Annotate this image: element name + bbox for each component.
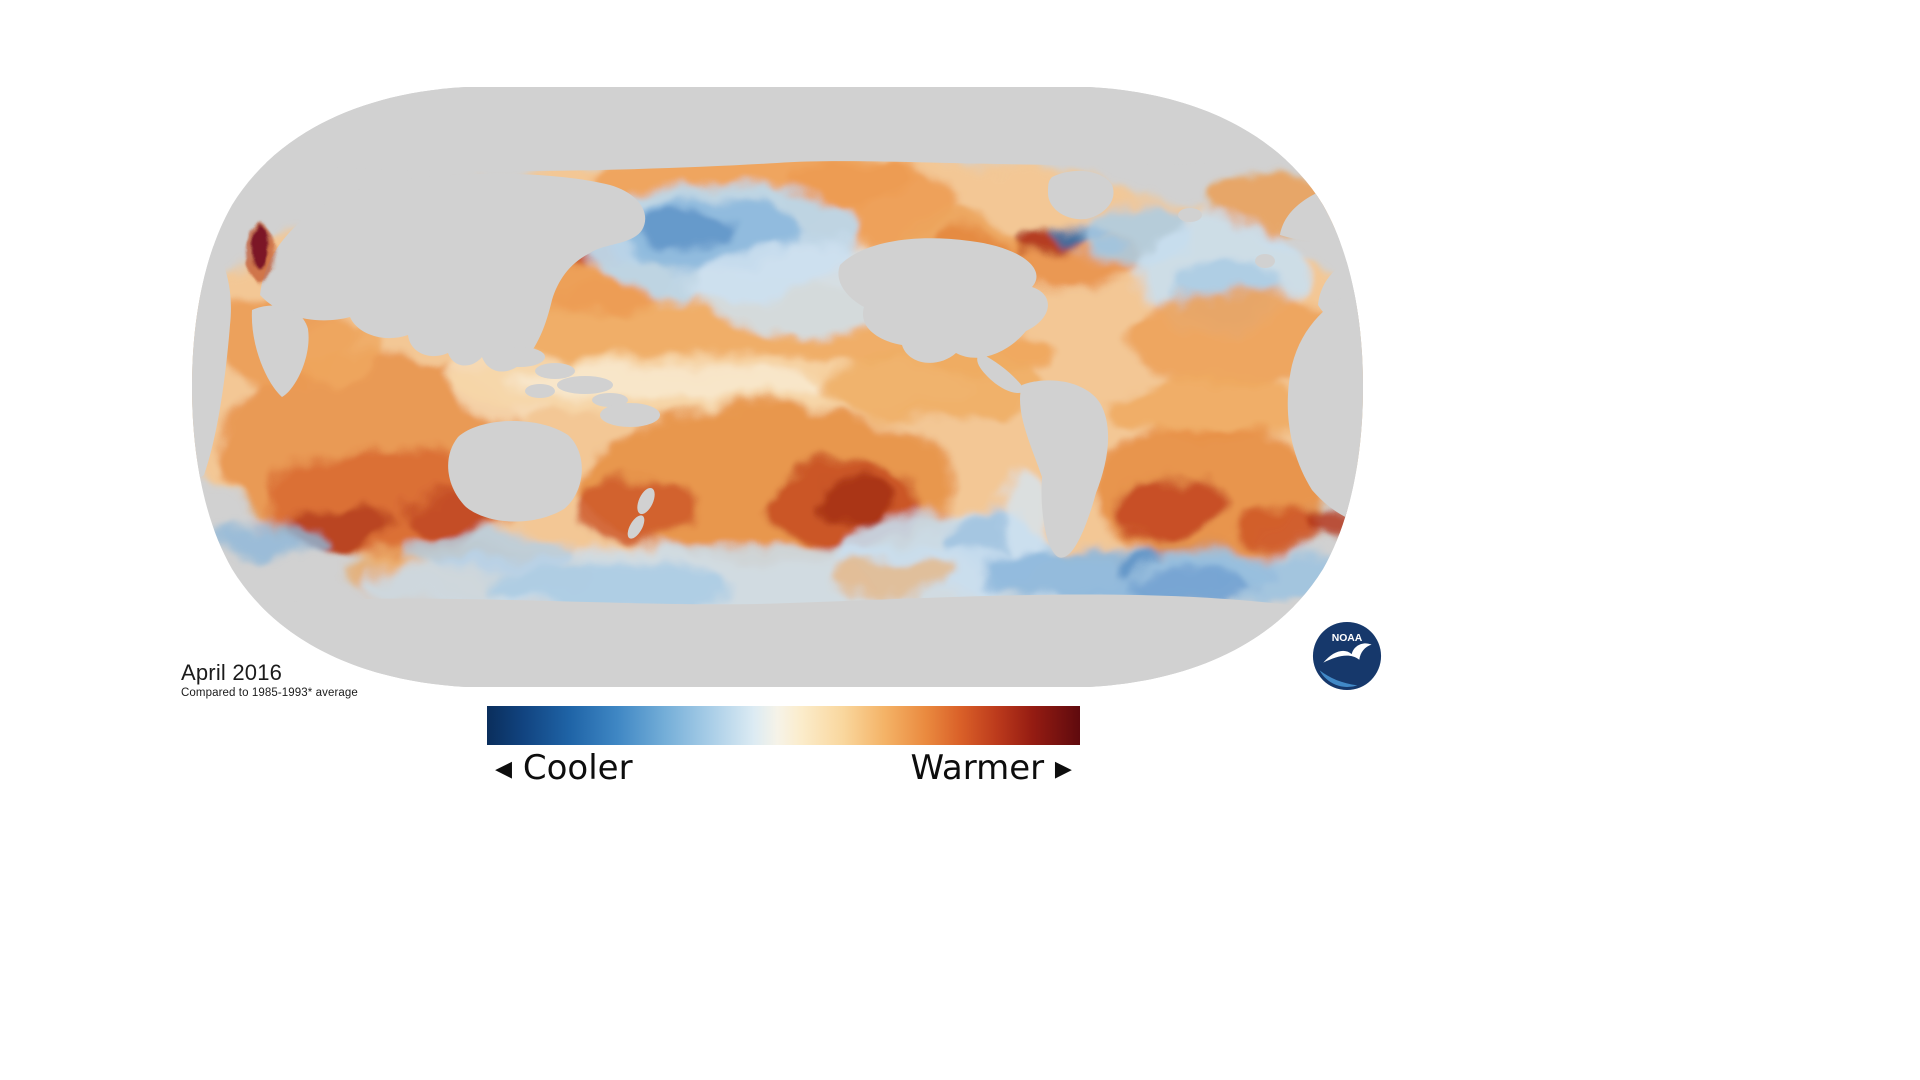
anomaly-blob bbox=[300, 325, 380, 385]
cooler-label: ◂ Cooler bbox=[495, 748, 633, 788]
landmass-central-america bbox=[977, 353, 1026, 394]
arctic-region bbox=[192, 87, 1363, 172]
anomaly-blob bbox=[818, 475, 898, 525]
anomaly-blob bbox=[210, 526, 330, 554]
noaa-logo-bird bbox=[1323, 643, 1372, 663]
noaa-logo-sea bbox=[1319, 670, 1358, 688]
anomaly-blob bbox=[580, 479, 690, 547]
noaa-logo-text: NOAA bbox=[1332, 633, 1363, 644]
noaa-logo-svg: NOAA bbox=[1312, 621, 1382, 691]
map-date: April 2016 bbox=[181, 660, 283, 685]
landmass-antarctica bbox=[192, 594, 1363, 687]
colorbar bbox=[487, 706, 1080, 745]
anomaly-blob bbox=[830, 562, 950, 592]
inland-sea-anomaly-layer bbox=[246, 223, 274, 283]
anomaly-blob bbox=[490, 565, 730, 609]
anomaly-blob bbox=[640, 210, 730, 250]
anomaly-blob bbox=[252, 225, 268, 269]
anomaly-blob bbox=[1110, 478, 1220, 542]
landmass-indonesia bbox=[495, 347, 660, 427]
map-caption: April 2016 Compared to 1985-1993* averag… bbox=[181, 660, 358, 699]
landmass-australia bbox=[448, 420, 582, 522]
warmer-label: Warmer ▸ bbox=[910, 748, 1072, 788]
anomaly-blob bbox=[1235, 503, 1325, 547]
landmass-asia bbox=[260, 173, 646, 372]
colorbar-labels: ◂ Cooler Warmer ▸ bbox=[487, 748, 1080, 788]
landmass-greenland bbox=[1048, 170, 1114, 220]
noaa-logo: NOAA bbox=[1312, 621, 1382, 691]
continents-layer bbox=[192, 87, 1363, 687]
landmass-new-zealand bbox=[627, 487, 655, 539]
landmass-africa-edge bbox=[1287, 285, 1363, 525]
anomaly-blob bbox=[1002, 470, 1050, 570]
landmass-india bbox=[251, 305, 309, 397]
landmass-north-america bbox=[838, 238, 1048, 363]
anomaly-blob bbox=[415, 533, 575, 573]
landmass-south-america bbox=[1020, 380, 1109, 558]
map-baseline-note: Compared to 1985-1993* average bbox=[181, 687, 358, 699]
noaa-logo-circle bbox=[1312, 621, 1382, 691]
anomaly-blob bbox=[1110, 375, 1310, 445]
world-map bbox=[192, 87, 1363, 687]
